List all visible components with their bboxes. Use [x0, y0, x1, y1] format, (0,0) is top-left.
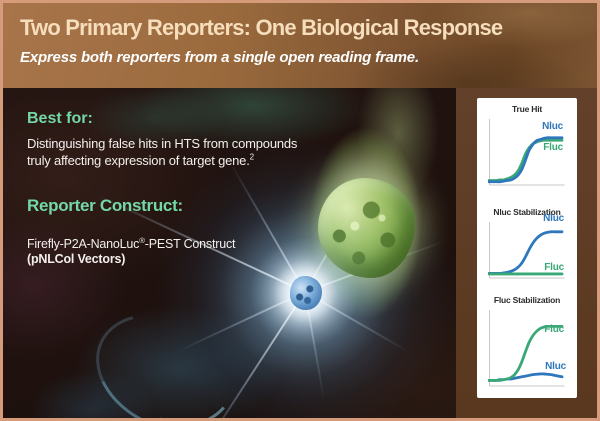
reporter-construct-heading: Reporter Construct:	[27, 196, 183, 215]
chart-plot-area: Fluc Nluc	[477, 308, 577, 388]
chart-title: True Hit	[511, 104, 543, 114]
chart-title: Fluc Stabilization	[493, 295, 561, 305]
best-for-line2: truly affecting expression of target gen…	[27, 153, 250, 169]
construct-name: Firefly-P2A-NanoLuc®-PEST Construct	[27, 236, 236, 252]
starburst-crystal	[290, 276, 322, 310]
hero-image: Best for: Distinguishing false hits in H…	[3, 88, 456, 418]
right-panel: True Hit Nluc Fluc Nluc Stabilization	[456, 88, 597, 418]
protein-blob	[318, 178, 415, 278]
series-label-fluc: Fluc	[543, 142, 563, 153]
best-for-line1: Distinguishing false hits in HTS from co…	[27, 136, 298, 151]
reporter-response-card: True Hit Nluc Fluc Nluc Stabilization	[477, 98, 577, 398]
page-subtitle: Express both reporters from a single ope…	[20, 49, 419, 66]
series-label-nluc: Nluc	[542, 121, 563, 132]
chart-true-hit: True Hit Nluc Fluc	[477, 103, 577, 187]
series-label-nluc: Nluc	[545, 361, 566, 372]
chart-plot-area: Nluc Fluc	[477, 213, 577, 280]
best-for-heading: Best for:	[27, 110, 93, 127]
series-label-nluc: Nluc	[543, 213, 564, 224]
series-label-fluc: Fluc	[544, 262, 564, 273]
best-for-body: Distinguishing false hits in HTS from co…	[27, 135, 327, 169]
registered-mark: ®	[139, 236, 145, 245]
footnote-marker: 2	[249, 152, 254, 162]
chart-plot	[488, 222, 565, 279]
chart-fluc-stabilization: Fluc Stabilization Fluc Nluc	[477, 294, 577, 388]
chart-plot	[488, 119, 565, 186]
chart-plot-area: Nluc Fluc	[477, 117, 577, 187]
header-banner: Two Primary Reporters: One Biological Re…	[3, 3, 597, 88]
series-label-fluc: Fluc	[544, 324, 564, 335]
chart-nluc-stabilization: Nluc Stabilization Nluc Fluc	[477, 206, 577, 280]
light-ray	[304, 291, 410, 353]
page-title: Two Primary Reporters: One Biological Re…	[20, 15, 503, 40]
chart-plot	[488, 310, 565, 387]
construct-vectors: (pNLCol Vectors)	[27, 252, 126, 266]
chart-title: Nluc Stabilization	[493, 207, 561, 217]
